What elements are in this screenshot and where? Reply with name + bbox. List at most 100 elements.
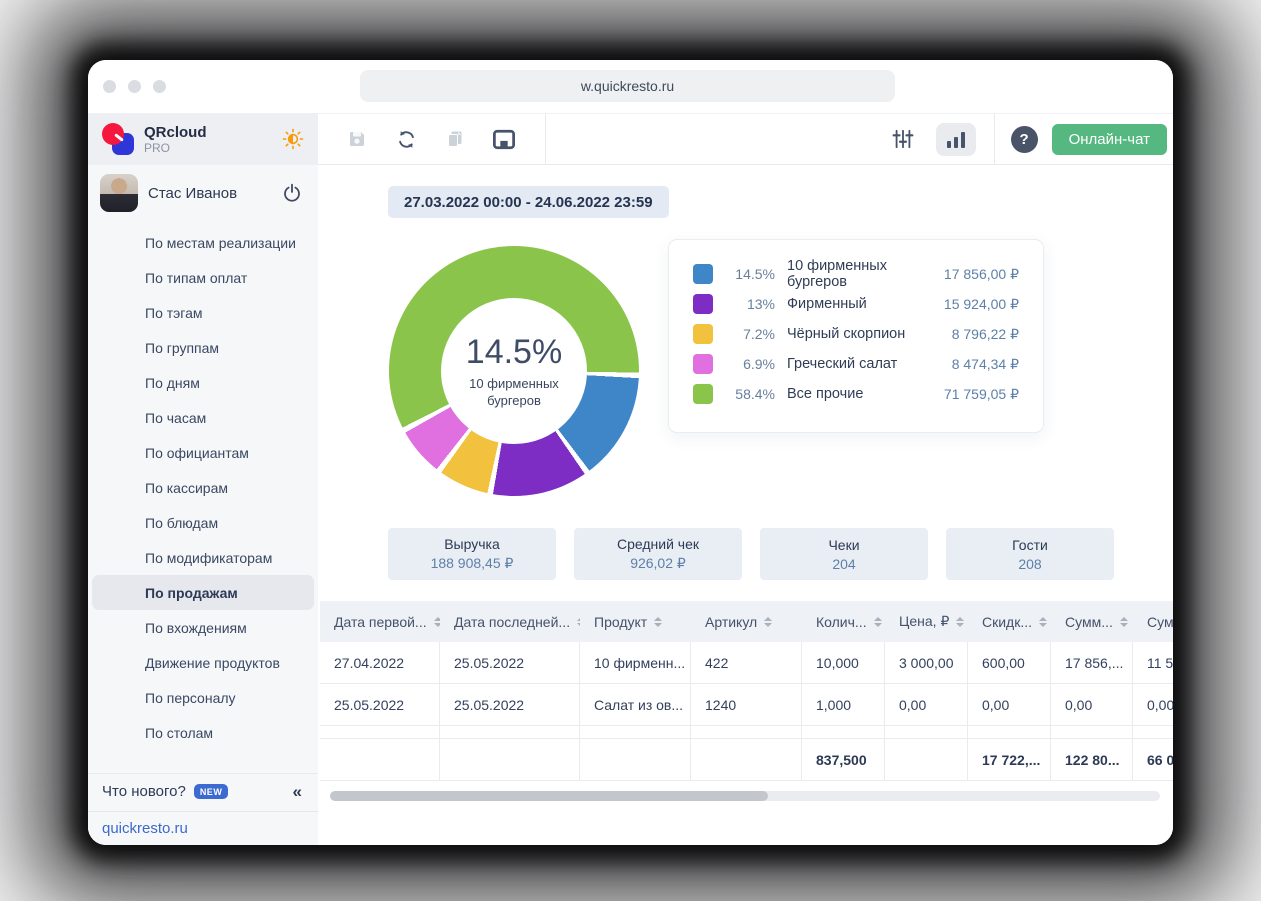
column-header[interactable]: Цена, ₽: [885, 601, 968, 642]
column-header[interactable]: Дата первой...: [320, 601, 440, 642]
scrollbar-thumb[interactable]: [330, 791, 768, 801]
sort-icon[interactable]: [956, 616, 965, 627]
user-name: Стас Иванов: [148, 184, 238, 202]
table-row[interactable]: 25.05.2022 25.05.2022 Салат из ов... 1240 1,…: [320, 684, 1173, 726]
table-total-cell: 122 80...: [1051, 739, 1133, 780]
column-header[interactable]: Сумм...: [1051, 601, 1133, 642]
sort-icon[interactable]: [654, 616, 663, 627]
close-window-button[interactable]: [103, 80, 116, 93]
sort-icon[interactable]: [1119, 616, 1128, 627]
table-row[interactable]: [320, 726, 1173, 739]
whats-new-label: Что нового?: [102, 783, 186, 800]
sort-icon[interactable]: [577, 616, 580, 627]
online-chat-button[interactable]: Онлайн-чат: [1051, 123, 1167, 155]
table-cell: 10 фирменн...: [580, 642, 691, 683]
donut-center-label: 10 фирменных бургеров: [469, 375, 559, 408]
stat-card: Чеки 204: [760, 528, 928, 580]
legend-value: 8 796,22 ₽: [951, 325, 1019, 342]
user-row: Стас Иванов: [88, 165, 318, 221]
chart-view-button[interactable]: [935, 122, 976, 156]
horizontal-scrollbar[interactable]: [330, 791, 1160, 801]
column-header-label: Цена, ₽: [899, 613, 950, 629]
sidebar-item[interactable]: Движение продуктов: [145, 654, 280, 671]
donut-center-value: 14.5%: [465, 332, 563, 371]
column-header-label: Продукт: [594, 613, 648, 630]
logout-power-icon[interactable]: [282, 183, 302, 203]
table-cell: [580, 726, 691, 738]
whats-new-row[interactable]: Что нового? NEW «: [88, 773, 318, 809]
minimize-window-button[interactable]: [128, 80, 141, 93]
main-content: ? Онлайн-чат 27.03.2022 00:00 - 24.06.20…: [318, 113, 1173, 845]
column-header[interactable]: Сумм...: [1133, 601, 1173, 642]
legend-item[interactable]: 6.9% Греческий салат 8 474,34 ₽: [669, 349, 1043, 379]
refresh-icon[interactable]: [395, 128, 417, 150]
column-header[interactable]: Скидк...: [968, 601, 1051, 642]
legend-percent: 6.9%: [743, 356, 775, 372]
legend-item[interactable]: 7.2% Чёрный скорпион 8 796,22 ₽: [669, 319, 1043, 349]
sidebar-item[interactable]: По типам оплат: [145, 269, 248, 286]
collapse-sidebar-icon[interactable]: «: [292, 781, 302, 801]
sort-icon[interactable]: [433, 616, 440, 627]
column-header[interactable]: Колич...: [802, 601, 885, 642]
legend-item[interactable]: 14.5% 10 фирменных бургеров 17 856,00 ₽: [669, 258, 1043, 290]
table-header-row: Дата первой... Дата последней... Продукт Ар…: [320, 601, 1173, 642]
copy-icon[interactable]: [444, 128, 466, 150]
column-header[interactable]: Продукт: [580, 601, 691, 642]
qrcloud-logo: [102, 123, 134, 155]
address-bar[interactable]: w.quickresto.ru: [360, 70, 895, 102]
legend-item[interactable]: 58.4% Все прочие 71 759,05 ₽: [669, 379, 1043, 409]
theme-toggle-sun-icon[interactable]: [282, 128, 304, 150]
divider: [545, 114, 546, 165]
table-cell: 0,00: [1051, 684, 1133, 725]
brand-name: QRcloud: [144, 123, 207, 141]
sidebar-item[interactable]: По часам: [145, 409, 207, 426]
sidebar-item[interactable]: По блюдам: [145, 514, 219, 531]
sort-icon[interactable]: [1039, 616, 1048, 627]
table-cell: 1,000: [802, 684, 885, 725]
sidebar-item[interactable]: По кассирам: [145, 479, 228, 496]
stats-cards: Выручка 188 908,45 ₽ Средний чек 926,02 ₽ Че…: [388, 528, 1114, 580]
stat-label: Чеки: [828, 536, 860, 553]
table-cell: [440, 726, 580, 738]
column-header[interactable]: Артикул: [691, 601, 802, 642]
table-total-cell: 17 722,...: [968, 739, 1051, 780]
save-icon[interactable]: [346, 128, 368, 150]
sidebar-item[interactable]: По официантам: [145, 444, 249, 461]
legend-percent: 13%: [746, 296, 775, 312]
stat-label: Гости: [1012, 536, 1048, 553]
sidebar-item[interactable]: По продажам: [92, 575, 314, 610]
legend-value: 15 924,00 ₽: [943, 295, 1019, 312]
table-total-cell: 837,500: [802, 739, 885, 780]
sidebar-item[interactable]: По вхождениям: [145, 619, 247, 636]
sort-icon[interactable]: [764, 616, 773, 627]
legend-item[interactable]: 13% Фирменный 15 924,00 ₽: [669, 289, 1043, 319]
display-mode-icon[interactable]: [493, 128, 515, 150]
table-total-cell: [440, 739, 580, 780]
legend-swatch: [693, 294, 713, 314]
column-header[interactable]: Дата последней...: [440, 601, 580, 642]
help-button[interactable]: ?: [1010, 125, 1038, 153]
sidebar-item[interactable]: По модификаторам: [145, 549, 273, 566]
user-avatar[interactable]: [100, 174, 138, 212]
sidebar-item[interactable]: По тэгам: [145, 304, 203, 321]
maximize-window-button[interactable]: [153, 80, 166, 93]
sidebar-item[interactable]: По столам: [145, 724, 214, 741]
table-cell: 600,00: [968, 642, 1051, 683]
quickresto-link[interactable]: quickresto.ru: [102, 820, 188, 837]
date-range-filter[interactable]: 27.03.2022 00:00 - 24.06.2022 23:59: [388, 186, 669, 218]
column-header-label: Дата первой...: [334, 613, 427, 630]
column-header-label: Колич...: [816, 613, 867, 630]
table-cell: 3 000,00: [885, 642, 968, 683]
sidebar: QRcloud PRO: [88, 113, 318, 845]
filter-sliders-icon[interactable]: [892, 128, 914, 150]
sidebar-item[interactable]: По местам реализации: [145, 234, 296, 251]
sidebar-item[interactable]: По персоналу: [145, 689, 236, 706]
sidebar-item[interactable]: По группам: [145, 339, 220, 356]
table-cell: 0,00: [885, 684, 968, 725]
column-header-label: Артикул: [705, 613, 758, 630]
table-row[interactable]: 27.04.2022 25.05.2022 10 фирменн... 422 10,0…: [320, 642, 1173, 684]
table-cell: 0,00: [1147, 696, 1173, 713]
sidebar-item[interactable]: По дням: [145, 374, 200, 391]
sales-donut-chart[interactable]: 14.5% 10 фирменных бургеров: [389, 246, 639, 496]
sort-icon[interactable]: [873, 616, 882, 627]
